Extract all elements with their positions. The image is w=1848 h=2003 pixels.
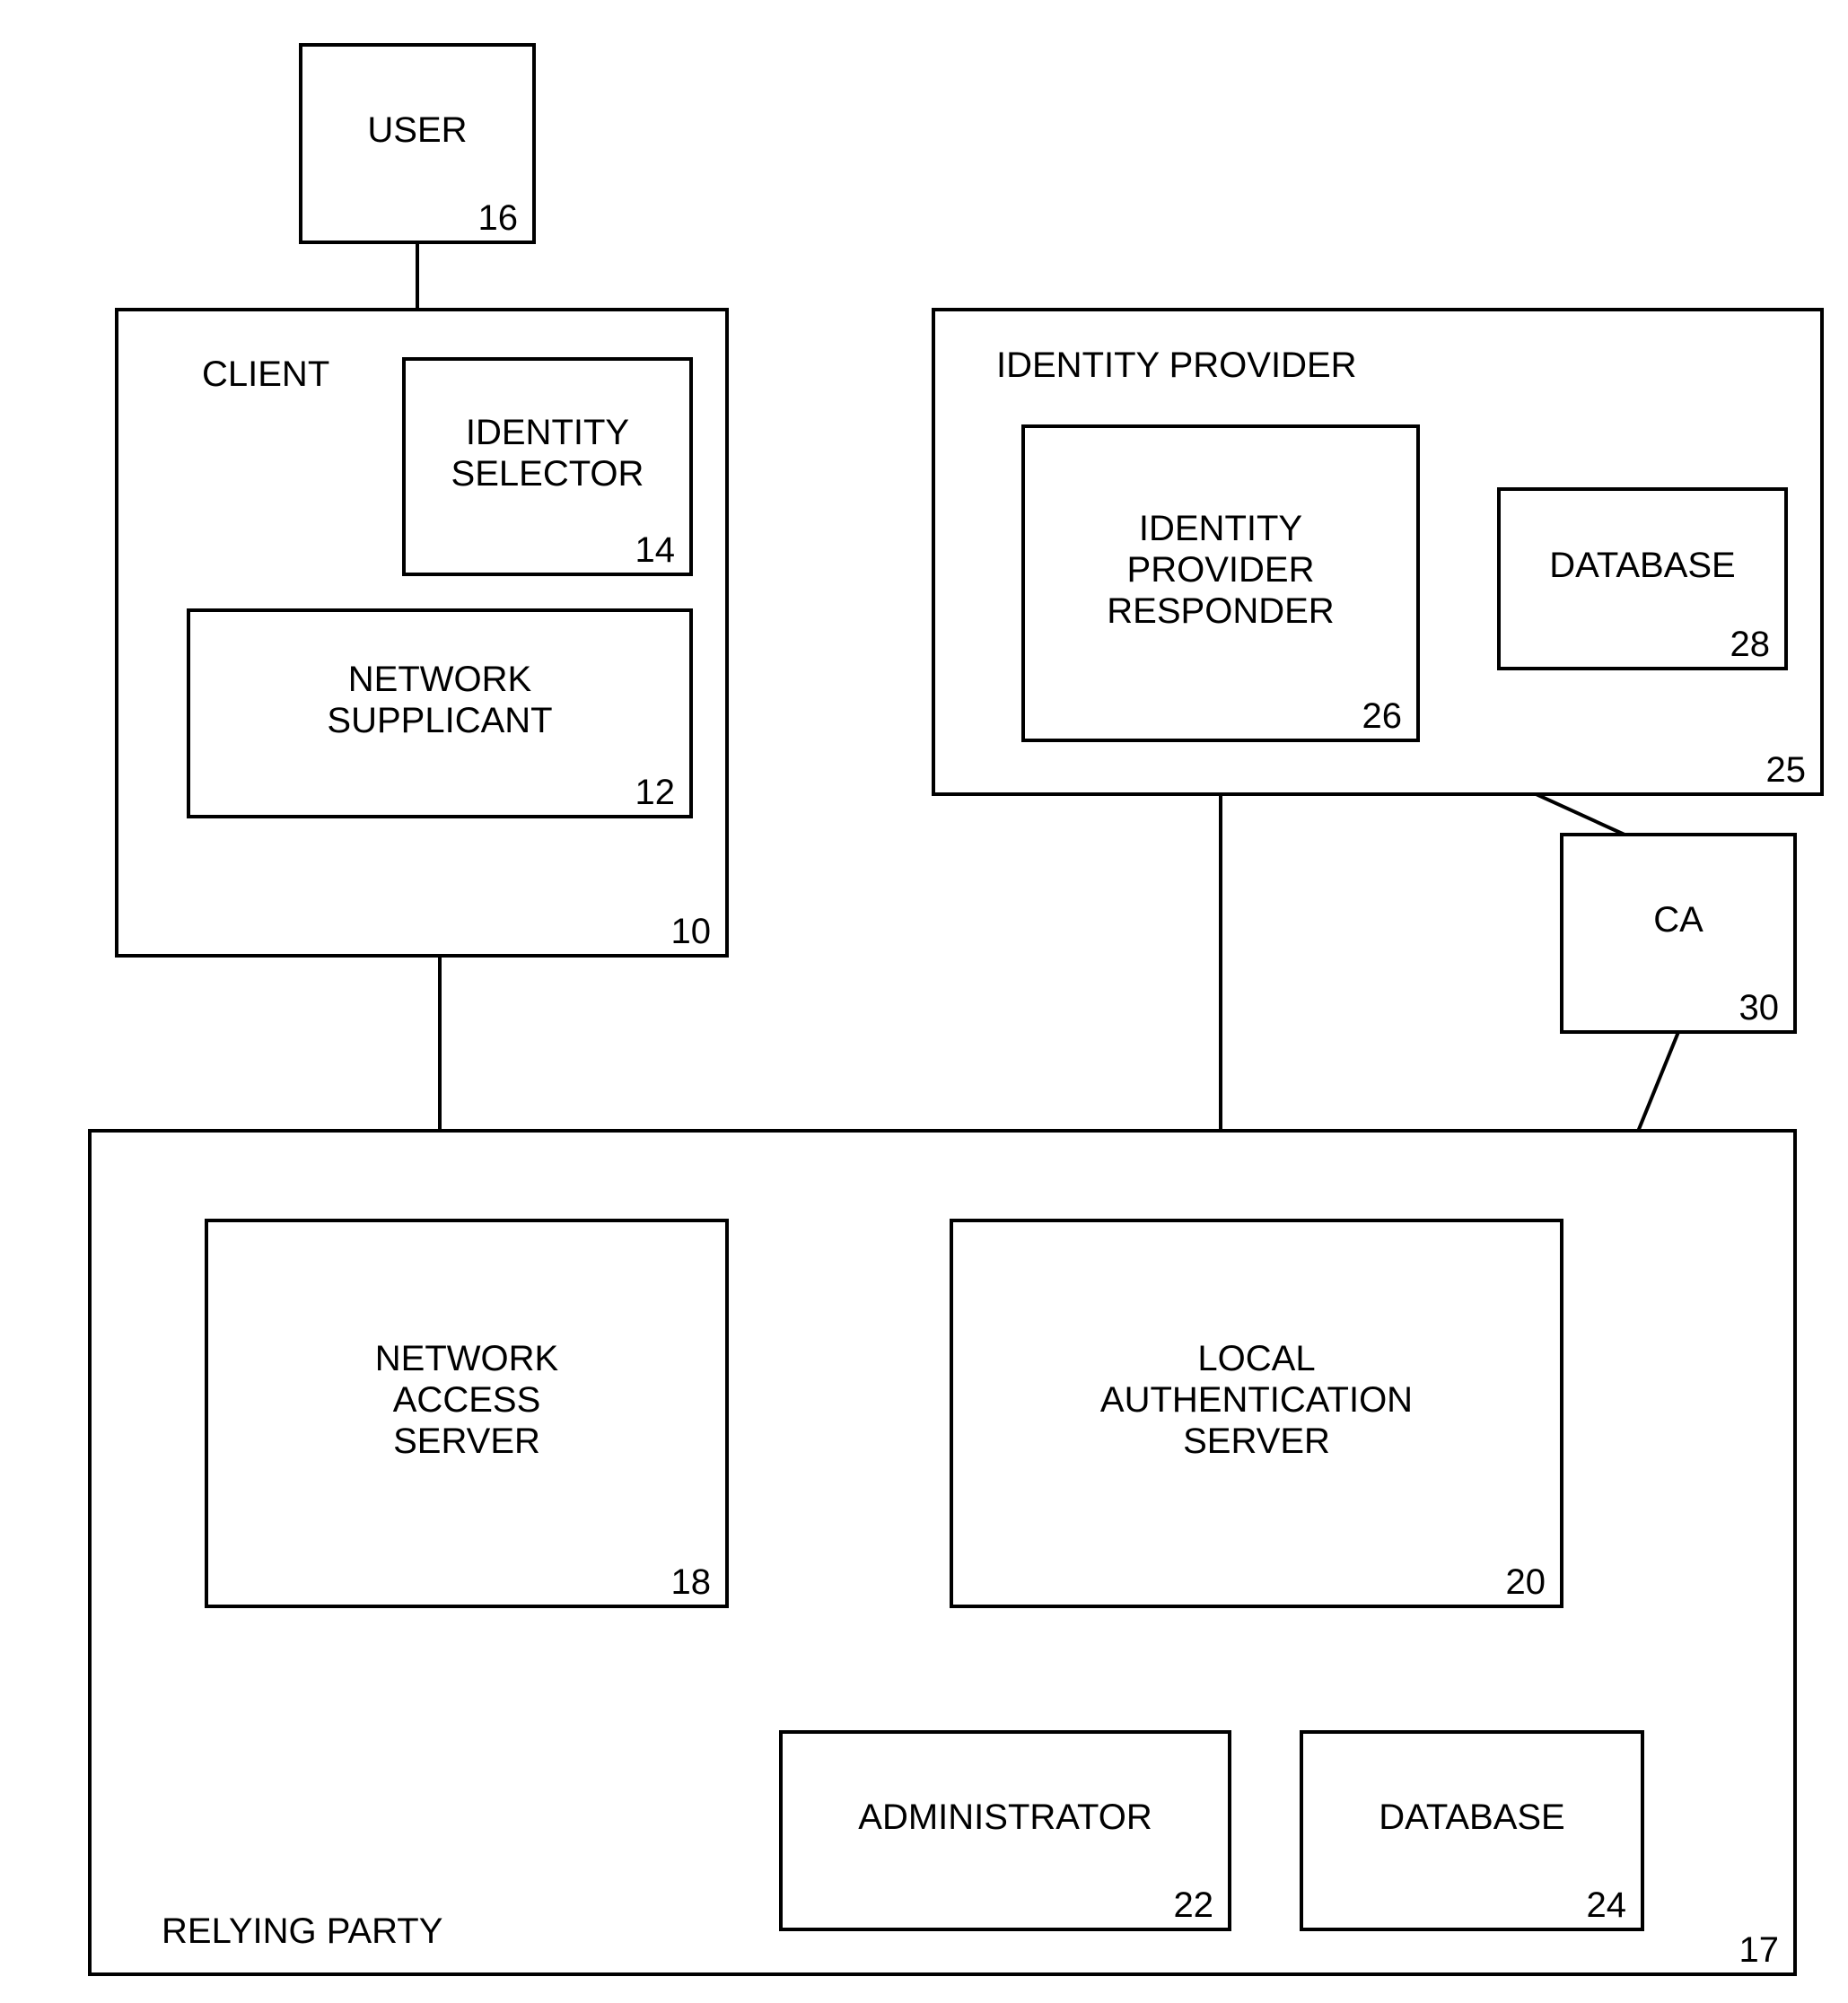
node-user: USER 16 (301, 45, 534, 242)
node-number-identity_provider: 25 (1766, 750, 1807, 790)
node-ip_responder: IDENTITYPROVIDERRESPONDER 26 (1023, 426, 1418, 740)
node-identity_selector: IDENTITYSELECTOR 14 (404, 359, 691, 574)
diagram-canvas: CLIENT 10 IDENTITY PROVIDER 25 RELYING PARTY… (0, 0, 1848, 2003)
node-corner-label-client: CLIENT (202, 354, 329, 394)
node-rp_database: DATABASE 24 (1301, 1732, 1642, 1929)
node-number-network_supplicant: 12 (635, 773, 676, 812)
node-number-client: 10 (671, 912, 712, 951)
node-label-nas-line1: ACCESS (393, 1380, 541, 1420)
node-label-ip_responder-line0: IDENTITY (1139, 509, 1302, 548)
node-ip_database: DATABASE 28 (1499, 489, 1786, 669)
node-label-identity_selector-line1: SELECTOR (451, 454, 644, 494)
node-ca: CA 30 (1562, 835, 1795, 1032)
node-number-user: 16 (478, 198, 519, 238)
node-corner-label-relying_party: RELYING PARTY (162, 1911, 442, 1951)
node-number-administrator: 22 (1174, 1885, 1214, 1925)
node-label-nas-line0: NETWORK (375, 1339, 559, 1378)
node-number-relying_party: 17 (1739, 1930, 1780, 1970)
node-label-identity_selector-line0: IDENTITY (466, 413, 629, 452)
node-label-network_supplicant-line1: SUPPLICANT (327, 701, 552, 740)
node-label-ip_responder-line2: RESPONDER (1107, 591, 1334, 631)
node-number-nas: 18 (671, 1562, 712, 1602)
node-label-ip_database-line0: DATABASE (1549, 546, 1735, 585)
node-label-network_supplicant-line0: NETWORK (348, 660, 532, 699)
node-label-ca-line0: CA (1653, 900, 1703, 940)
node-network_supplicant: NETWORKSUPPLICANT 12 (188, 610, 691, 817)
node-label-las-line2: SERVER (1183, 1421, 1330, 1461)
node-number-rp_database: 24 (1587, 1885, 1627, 1925)
node-label-ip_responder-line1: PROVIDER (1127, 550, 1315, 590)
node-number-ca: 30 (1739, 988, 1780, 1028)
node-label-las-line0: LOCAL (1197, 1339, 1315, 1378)
node-number-ip_database: 28 (1730, 625, 1771, 664)
node-label-administrator-line0: ADMINISTRATOR (858, 1797, 1152, 1837)
node-administrator: ADMINISTRATOR 22 (781, 1732, 1230, 1929)
node-las: LOCALAUTHENTICATIONSERVER 20 (951, 1220, 1562, 1606)
node-label-rp_database-line0: DATABASE (1379, 1797, 1564, 1837)
node-corner-label-identity_provider: IDENTITY PROVIDER (996, 345, 1357, 385)
node-label-las-line1: AUTHENTICATION (1100, 1380, 1413, 1420)
node-number-identity_selector: 14 (635, 530, 676, 570)
node-nas: NETWORKACCESSSERVER 18 (206, 1220, 727, 1606)
node-number-ip_responder: 26 (1362, 696, 1403, 736)
node-label-user-line0: USER (367, 110, 467, 150)
node-label-nas-line2: SERVER (393, 1421, 540, 1461)
node-number-las: 20 (1506, 1562, 1546, 1602)
